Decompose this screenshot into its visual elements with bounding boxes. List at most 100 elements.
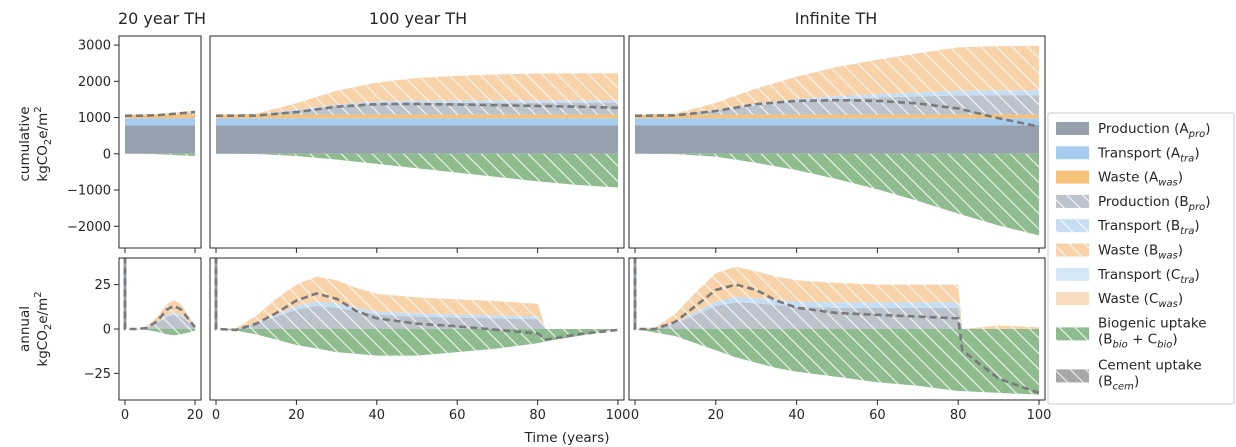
panel-title-100yr: 100 year TH [369, 9, 467, 28]
x-tick-label: 0 [212, 408, 220, 423]
net-emissions-line [215, 102, 619, 118]
y-tick-label: 2000 [78, 75, 111, 90]
area-biogenic-uptake-hatch [216, 329, 618, 356]
legend-swatch [1056, 122, 1089, 135]
panel-title-infinite: Infinite TH [795, 9, 878, 28]
area-b-was-hatch [216, 276, 618, 329]
area-a-tra [635, 118, 1039, 126]
area-biogenic-uptake-hatch [125, 329, 195, 336]
row-label-cumulative: cumulative kgCO2e/m2 [17, 106, 54, 181]
legend-label-line2: (Bbio + Cbio) [1098, 331, 1178, 350]
net-emissions-line [633, 258, 1040, 395]
legend-item: Transport (Btra) [1056, 218, 1200, 237]
x-tick-label: 0 [121, 408, 129, 423]
x-tick-label: 80 [529, 408, 546, 423]
axes-frame [628, 35, 1046, 249]
legend-label: Cement uptake [1098, 357, 1202, 373]
area-b-was-hatch [125, 110, 195, 115]
legend: Production (Apro) Transport (Atra) Waste (… [1047, 112, 1235, 405]
y-tick-label: −1000 [67, 184, 111, 199]
panel-title-20yr: 20 year TH [118, 9, 206, 28]
x-axis-label: Time (years) [523, 430, 609, 446]
x-tick-label: 40 [369, 408, 386, 423]
area-b-pro-hatch [125, 113, 195, 115]
x-tick-label: 40 [788, 408, 805, 423]
area-b-tra-hatch [216, 100, 618, 115]
y-tick-label: −2000 [67, 220, 111, 235]
legend-item: Transport (Ctra) [1056, 267, 1200, 286]
x-tick-label: 100 [1027, 408, 1052, 423]
svg-text:kgCO2e/m2: kgCO2e/m2 [33, 106, 54, 181]
y-tick-label: 0 [103, 323, 111, 338]
panel-annual-3: −25 0 25 0 20 [84, 257, 203, 423]
area-biogenic-uptake-hatch [635, 329, 1039, 395]
svg-text:cumulative: cumulative [17, 106, 33, 181]
x-tick-label: 20 [708, 408, 725, 423]
svg-text:kgCO2e/m2: kgCO2e/m2 [33, 291, 54, 366]
panel-cumulative-1 [209, 35, 625, 253]
legend-item: Waste (Bwas) [1056, 243, 1183, 262]
axes-frame [628, 257, 1046, 401]
area-b-tra-hatch [125, 312, 195, 329]
area-b-pro-hatch [125, 314, 195, 329]
area-b-pro-hatch [216, 305, 618, 329]
area-b-pro-hatch [635, 302, 1039, 329]
area-a-pro [635, 125, 1039, 154]
area-a-tra [125, 118, 195, 126]
area-b-tra-hatch [635, 90, 1039, 115]
area-biogenic-uptake-hatch [635, 153, 1039, 236]
legend-item: Production (Apro) [1056, 121, 1210, 140]
area-b-was-hatch [635, 45, 1039, 115]
legend-swatch [1056, 146, 1089, 160]
panel-cumulative-0: −2000 −1000 0 1000 2000 3000 [67, 35, 202, 253]
x-tick-label: 60 [449, 408, 466, 423]
axes-frame [209, 35, 625, 249]
x-tick-label: 20 [288, 408, 305, 423]
x-tick-label: 0 [631, 408, 639, 423]
panel-annual-5: 0 20 40 60 80 100 [628, 257, 1052, 423]
legend-label: Transport (Atra) [1097, 145, 1200, 164]
legend-label: Transport (Btra) [1097, 218, 1200, 237]
area-biogenic-uptake-hatch [216, 153, 618, 188]
area-biogenic-uptake-hatch [125, 153, 195, 156]
panel-cumulative-2 [628, 35, 1046, 253]
legend-item: Production (Bpro) [1056, 194, 1211, 213]
area-b-was-hatch [216, 73, 618, 115]
legend-item: Biogenic uptake(Bbio + Cbio) [1056, 315, 1207, 350]
legend-label: Waste (Cwas) [1098, 291, 1183, 310]
area-b-tra-hatch [635, 297, 1039, 329]
y-tick-label: 3000 [78, 39, 111, 54]
legend-label: Production (Bpro) [1098, 194, 1211, 213]
area-a-was [635, 114, 1039, 119]
legend-label: Waste (Awas) [1098, 170, 1183, 189]
axes-frame [209, 257, 625, 401]
area-b-tra-hatch [216, 301, 618, 329]
legend-label: Waste (Bwas) [1098, 243, 1183, 262]
axes-frame [118, 35, 202, 249]
legend-label: Biogenic uptake [1098, 315, 1207, 331]
net-emissions-line [214, 258, 619, 342]
x-tick-label: 80 [950, 408, 967, 423]
net-emissions-line [125, 110, 196, 118]
y-tick-label: 25 [94, 278, 111, 293]
area-b-pro-hatch [635, 95, 1039, 115]
legend-swatch [1056, 292, 1089, 306]
x-tick-label: 100 [606, 408, 631, 423]
legend-label: Transport (Ctra) [1097, 267, 1200, 286]
legend-label-line2: (Bcem) [1098, 373, 1139, 392]
area-a-pro [125, 125, 195, 154]
legend-swatch [1056, 267, 1089, 281]
legend-swatch [1056, 170, 1089, 184]
x-tick-label: 60 [869, 408, 886, 423]
area-a-pro [216, 125, 618, 154]
net-emissions-line [123, 258, 197, 331]
legend-item: Waste (Awas) [1056, 170, 1183, 189]
net-emissions-line [634, 98, 1040, 128]
legend-box [1047, 112, 1235, 405]
svg-text:annual: annual [17, 306, 33, 352]
y-tick-label: 0 [103, 147, 111, 162]
area-a-was [216, 114, 618, 119]
panel-annual-4: 0 20 40 60 80 100 [209, 257, 631, 423]
legend-item: Waste (Cwas) [1056, 291, 1183, 310]
